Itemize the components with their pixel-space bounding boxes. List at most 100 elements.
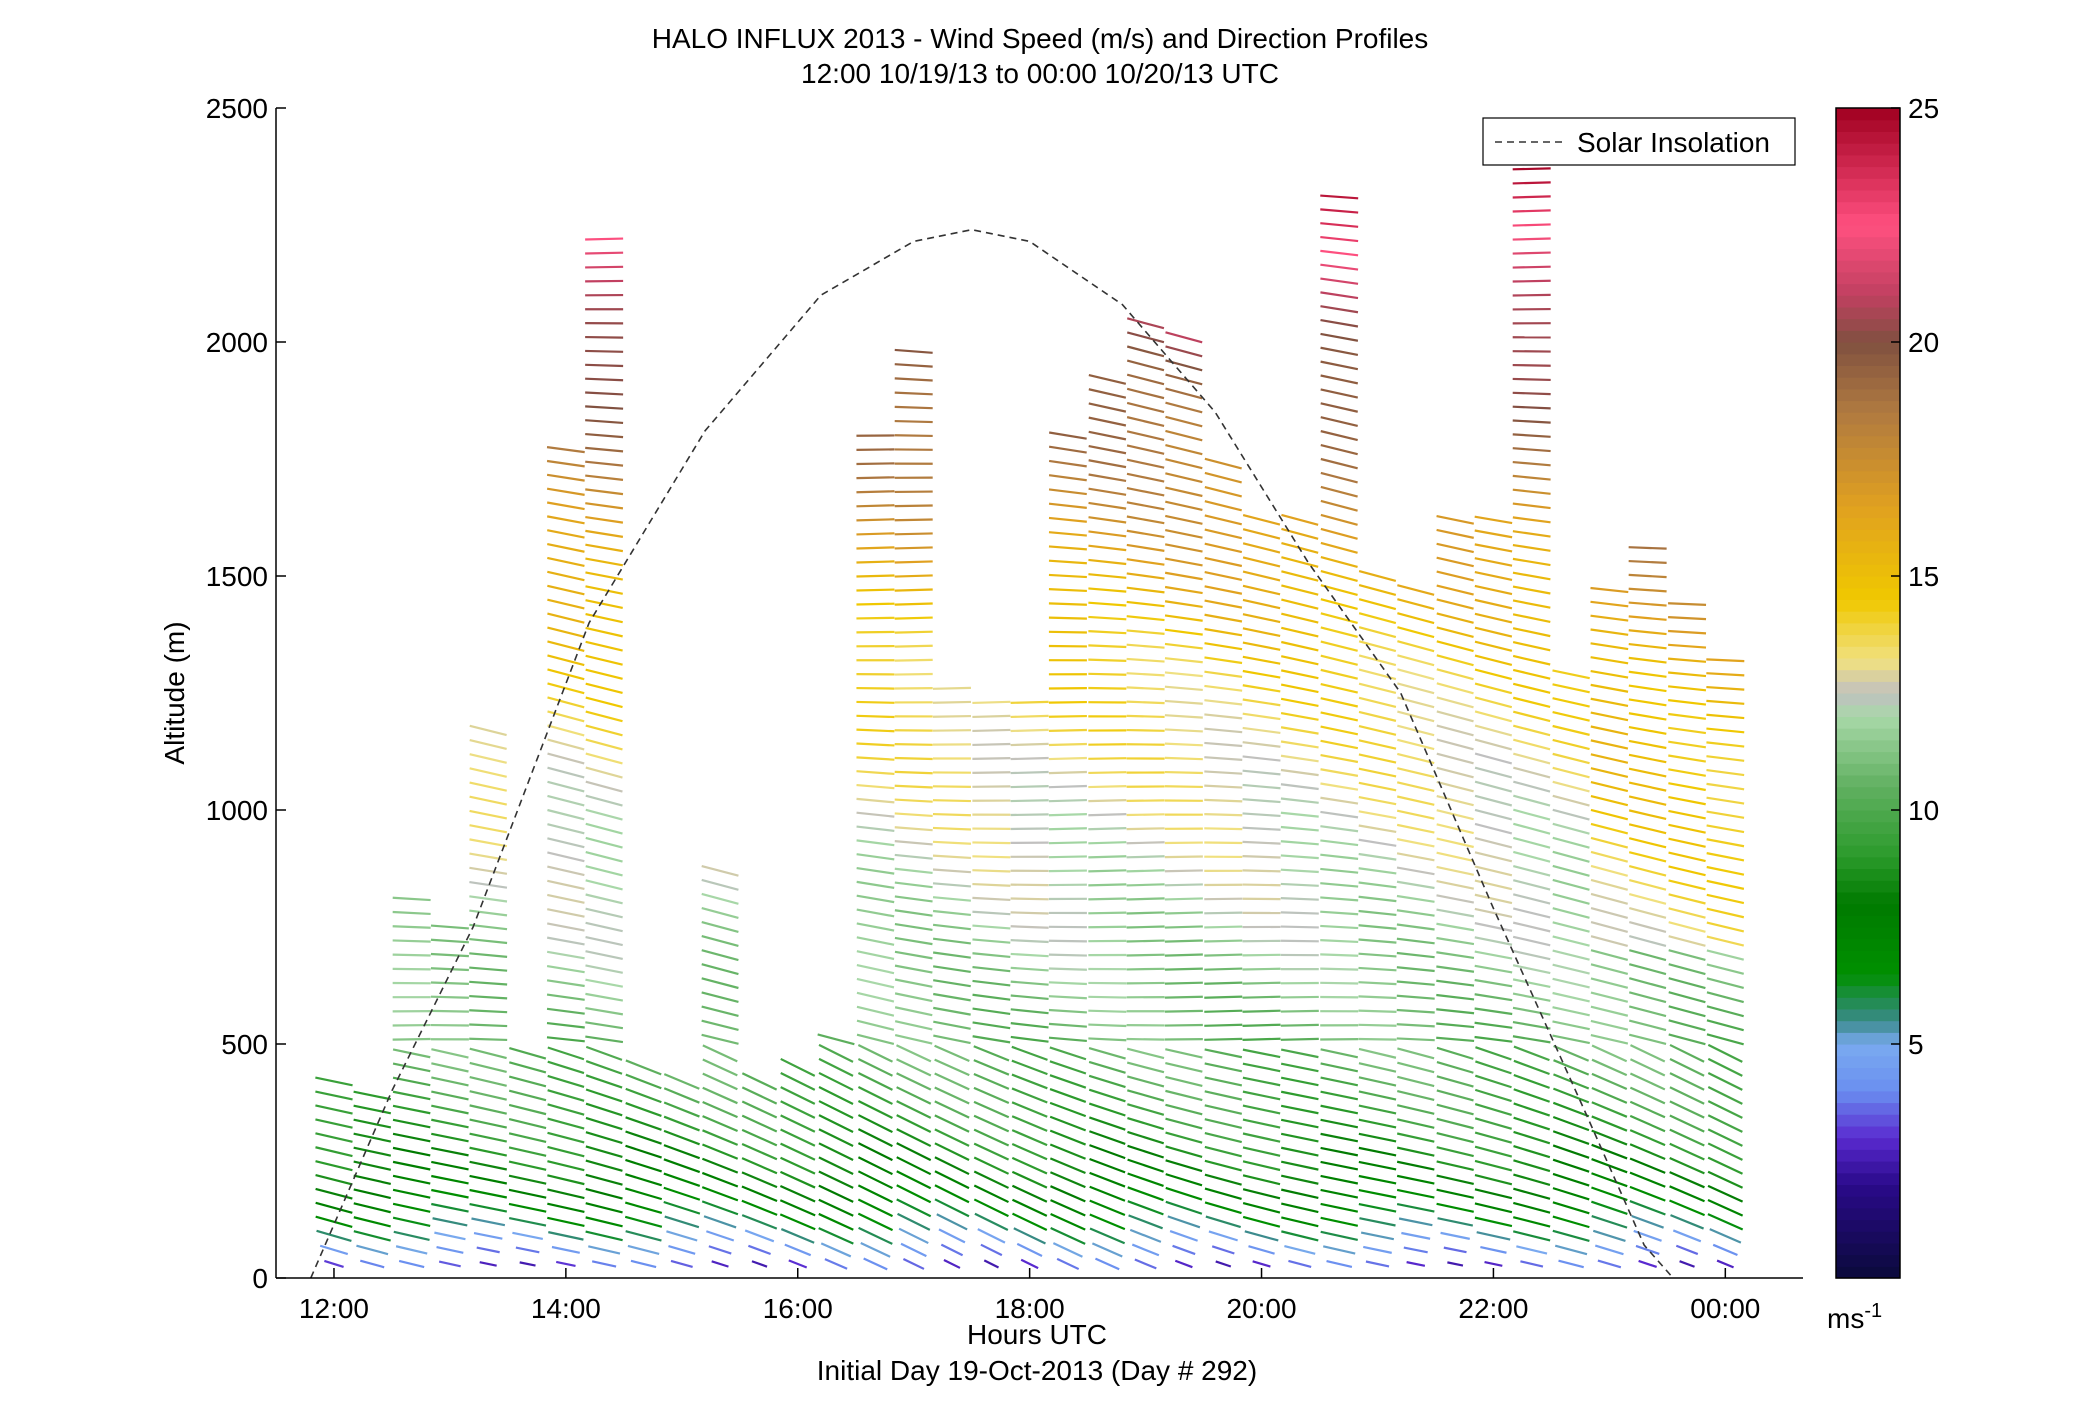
wind-barb [1320,513,1358,526]
wind-barb [1215,1260,1232,1268]
wind-barb [519,1261,536,1267]
wind-barb [1668,726,1707,735]
wind-barb [1591,1172,1628,1188]
wind-barb [1706,741,1745,748]
wind-barb [625,1087,662,1104]
wind-barb [1088,1116,1126,1131]
wind-barb [547,710,585,723]
wind-barb [1165,1089,1203,1102]
wind-barb [392,1188,431,1199]
wind-barb [1320,1160,1359,1171]
wind-barb [1513,1045,1550,1062]
wind-barb [896,1086,932,1105]
wind-barb [515,1246,540,1254]
wind-barb [1320,1062,1359,1073]
wind-barb [1396,994,1435,1000]
wind-barb [585,907,623,919]
wind-barb [1280,697,1319,707]
wind-barb [1126,600,1165,608]
wind-barb [1513,738,1551,751]
wind-barb [431,1062,469,1073]
wind-barb [1048,602,1087,606]
wind-barb [1165,1200,1203,1215]
wind-barb [701,1033,739,1045]
wind-barb [1474,893,1513,905]
wind-barb [856,991,895,1003]
wind-barb [1397,1089,1435,1102]
wind-barb [894,658,933,662]
colorbar-frame [1835,107,1901,1279]
wind-barb [591,1260,617,1268]
wind-barb [1512,223,1551,227]
wind-barb [932,854,971,860]
wind-barb [1358,1047,1397,1059]
wind-barb [1397,1047,1435,1060]
wind-barb [1631,1214,1664,1229]
wind-barb [1010,1022,1049,1029]
wind-barb [1320,1118,1359,1129]
wind-barb [1590,1033,1629,1045]
wind-barb [1320,910,1359,916]
wind-barb [1396,1008,1435,1014]
wind-barb [741,1128,778,1147]
wind-barb [1165,1061,1203,1073]
wind-barb [856,504,895,508]
wind-barb [1706,755,1745,762]
wind-barb [1396,1023,1435,1028]
wind-barb [1242,726,1281,735]
wind-barb [1164,869,1203,873]
wind-barb [1474,1088,1512,1103]
wind-barb [780,1114,816,1133]
wind-barb [1513,1116,1551,1131]
wind-barb [585,682,623,695]
wind-barb [701,949,739,962]
wind-barb [1360,1231,1395,1241]
wind-barb [1358,696,1397,709]
wind-barb [1513,1173,1551,1186]
wind-barb [1280,726,1319,735]
colorbar-band [1836,739,1900,753]
wind-barb [1048,502,1087,509]
wind-barb [1011,1087,1048,1104]
wind-barb [940,1243,964,1257]
wind-barb [1436,654,1474,667]
wind-barb [546,964,585,974]
wind-barb [1088,416,1127,427]
wind-barb [1088,630,1127,635]
wind-barb [1590,921,1629,933]
wind-barb [932,799,971,803]
wind-barb [1474,808,1513,821]
wind-barb [973,1072,1010,1090]
wind-barb [663,1087,700,1104]
wind-barb [894,784,933,789]
wind-barb [896,1058,932,1077]
wind-barb [779,1170,816,1189]
wind-barb [663,1129,700,1146]
wind-barb [973,1142,1010,1161]
colorbar-band [1836,704,1900,717]
wind-barb [1242,513,1281,526]
wind-barb [1088,827,1127,831]
wind-barb [547,879,585,891]
wind-barb [1010,939,1049,944]
wind-barb [392,1076,431,1087]
wind-barb [1242,1174,1281,1186]
wind-barb [1126,672,1165,677]
wind-barb [1707,1100,1743,1119]
wind-barb [1512,921,1551,933]
wind-barb [1011,1045,1048,1061]
wind-barb [1668,879,1706,891]
colorbar-band [1836,693,1900,706]
wind-barb [1280,797,1319,804]
colorbar-band [1836,552,1900,565]
wind-barb [932,714,971,718]
wind-barb [1164,585,1203,595]
wind-barb [1474,993,1513,1002]
wind-barb [1204,670,1243,678]
wind-barb [856,963,895,975]
colorbar-band [1836,283,1900,296]
wind-barb [392,910,431,916]
wind-barb [1512,419,1551,424]
colorbar-band [1836,505,1900,519]
colorbar-band [1836,517,1900,530]
